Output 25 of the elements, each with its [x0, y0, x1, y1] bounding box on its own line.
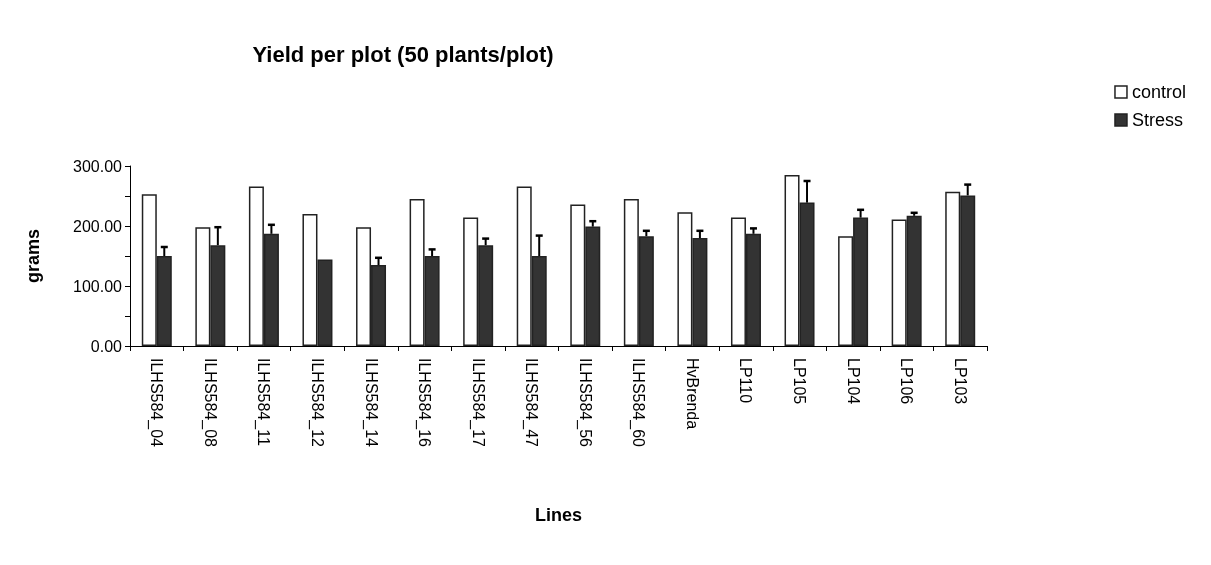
y-tick-label: 0.00 [90, 337, 123, 355]
x-tick-label: ILHS584_11 [254, 358, 273, 446]
y-tick-label: 300.00 [73, 157, 123, 175]
legend-label: control [1131, 82, 1186, 102]
x-axis-title: Lines [534, 505, 583, 525]
x-tick-label: LP105 [791, 358, 809, 405]
x-tick-label: LP110 [737, 358, 755, 404]
y-tick-label: 200.00 [73, 217, 123, 235]
y-tick-label: 100.00 [73, 277, 123, 295]
x-tick-label: ILHS584_56 [575, 358, 594, 448]
chart-title: Yield per plot (50 plants/plot) [252, 41, 554, 67]
y-axis-title: grams [23, 228, 43, 284]
x-tick-label: LP103 [951, 358, 969, 405]
x-tick-label: LP104 [844, 358, 862, 405]
x-tick-label: ILHS584_17 [468, 358, 487, 448]
legend-label: Stress [1131, 110, 1183, 130]
x-tick-label: ILHS584_16 [415, 358, 434, 448]
x-tick-label: ILHS584_47 [522, 358, 541, 448]
x-tick-label: ILHS584_04 [147, 358, 166, 448]
x-tick-label: ILHS584_60 [629, 358, 648, 448]
x-tick-label: ILHS584_12 [307, 358, 326, 448]
x-tick-label: LP106 [898, 358, 916, 405]
x-tick-label: HvBrenda [683, 358, 701, 430]
x-tick-label: ILHS584_08 [200, 358, 219, 448]
x-tick-label: ILHS584_14 [361, 358, 380, 448]
